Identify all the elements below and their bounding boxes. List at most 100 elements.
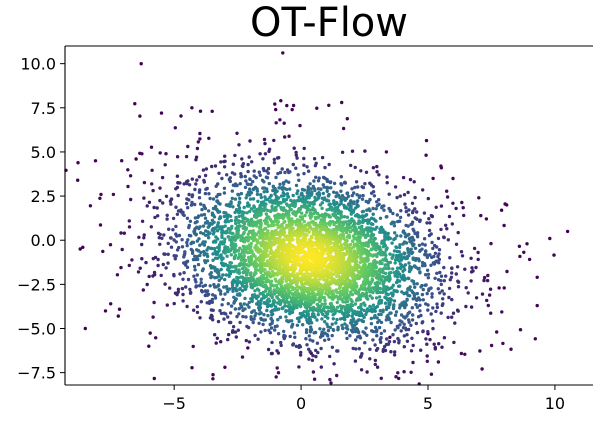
scatter-point [288, 303, 292, 307]
scatter-point [229, 218, 233, 223]
scatter-point [237, 270, 241, 275]
scatter-point [311, 353, 315, 358]
scatter-point [410, 210, 415, 215]
scatter-point [376, 286, 381, 290]
scatter-point [392, 303, 396, 307]
scatter-point [175, 185, 180, 190]
scatter-point [282, 299, 286, 303]
scatter-point [423, 243, 427, 247]
scatter-point [322, 305, 327, 309]
scatter-point [429, 213, 434, 218]
scatter-point [437, 248, 442, 252]
scatter-point [141, 288, 145, 292]
scatter-point [262, 168, 266, 173]
scatter-point [392, 271, 396, 275]
scatter-point [233, 330, 238, 334]
scatter-point [119, 231, 123, 235]
scatter-point [315, 106, 319, 110]
scatter-point [349, 297, 353, 302]
scatter-point [191, 240, 196, 245]
scatter-point [270, 351, 274, 356]
scatter-point [246, 268, 250, 272]
scatter-point [316, 193, 321, 198]
scatter-point [278, 170, 283, 175]
scatter-point [412, 229, 416, 233]
scatter-point [422, 237, 427, 241]
scatter-point [195, 305, 199, 309]
scatter-point [414, 302, 418, 307]
scatter-point [350, 273, 354, 278]
scatter-point [293, 220, 297, 224]
scatter-point [357, 318, 361, 322]
scatter-point [227, 332, 231, 337]
scatter-point [477, 196, 481, 200]
scatter-point [500, 310, 504, 314]
scatter-point [406, 190, 410, 195]
scatter-point [533, 337, 537, 341]
scatter-point [175, 234, 179, 238]
scatter-point [351, 317, 356, 321]
scatter-point [311, 243, 315, 248]
scatter-point [348, 334, 352, 338]
scatter-point [368, 209, 372, 213]
scatter-point [424, 138, 429, 143]
scatter-point [455, 308, 460, 312]
scatter-point [438, 270, 442, 275]
scatter-point [145, 204, 149, 208]
scatter-point [482, 278, 486, 283]
scatter-point [405, 333, 409, 337]
scatter-point [217, 278, 221, 283]
scatter-point [304, 229, 308, 233]
scatter-point [138, 114, 142, 118]
scatter-point [439, 166, 444, 170]
scatter-point [422, 211, 427, 215]
scatter-point [356, 270, 361, 274]
scatter-point [442, 292, 446, 296]
scatter-point [394, 280, 399, 285]
scatter-point [287, 180, 291, 184]
scatter-point [427, 253, 432, 257]
scatter-point [233, 307, 238, 311]
scatter-point [212, 230, 216, 234]
scatter-point [241, 314, 245, 319]
scatter-point [353, 302, 358, 306]
scatter-point [180, 238, 184, 242]
scatter-point [184, 201, 189, 206]
scatter-point [285, 299, 289, 303]
scatter-point [214, 240, 218, 244]
scatter-point [359, 257, 363, 261]
scatter-point [419, 285, 423, 289]
scatter-point [369, 234, 373, 238]
scatter-point [186, 206, 190, 210]
scatter-point [215, 195, 219, 199]
scatter-point [243, 307, 247, 311]
scatter-point [238, 320, 242, 325]
scatter-point [502, 286, 506, 290]
scatter-point [407, 208, 411, 212]
scatter-point [240, 157, 244, 161]
scatter-point [450, 271, 454, 275]
scatter-point [245, 303, 250, 307]
scatter-point [246, 169, 250, 174]
scatter-point [331, 263, 335, 267]
scatter-point [452, 340, 456, 345]
scatter-point [219, 276, 223, 280]
scatter-point [451, 311, 456, 315]
scatter-point [274, 208, 278, 212]
scatter-point [398, 319, 402, 323]
scatter-point [308, 216, 313, 220]
scatter-point [439, 274, 444, 278]
scatter-point [355, 193, 359, 197]
scatter-point [436, 278, 441, 282]
scatter-point [420, 242, 425, 246]
scatter-point [185, 243, 189, 248]
scatter-point [181, 277, 185, 281]
scatter-point [189, 203, 194, 207]
scatter-point [409, 370, 413, 374]
scatter-point [365, 294, 369, 298]
scatter-point [83, 326, 88, 331]
scatter-point [249, 244, 253, 249]
scatter-point [381, 281, 385, 285]
scatter-point [302, 171, 306, 176]
scatter-point [484, 217, 489, 221]
